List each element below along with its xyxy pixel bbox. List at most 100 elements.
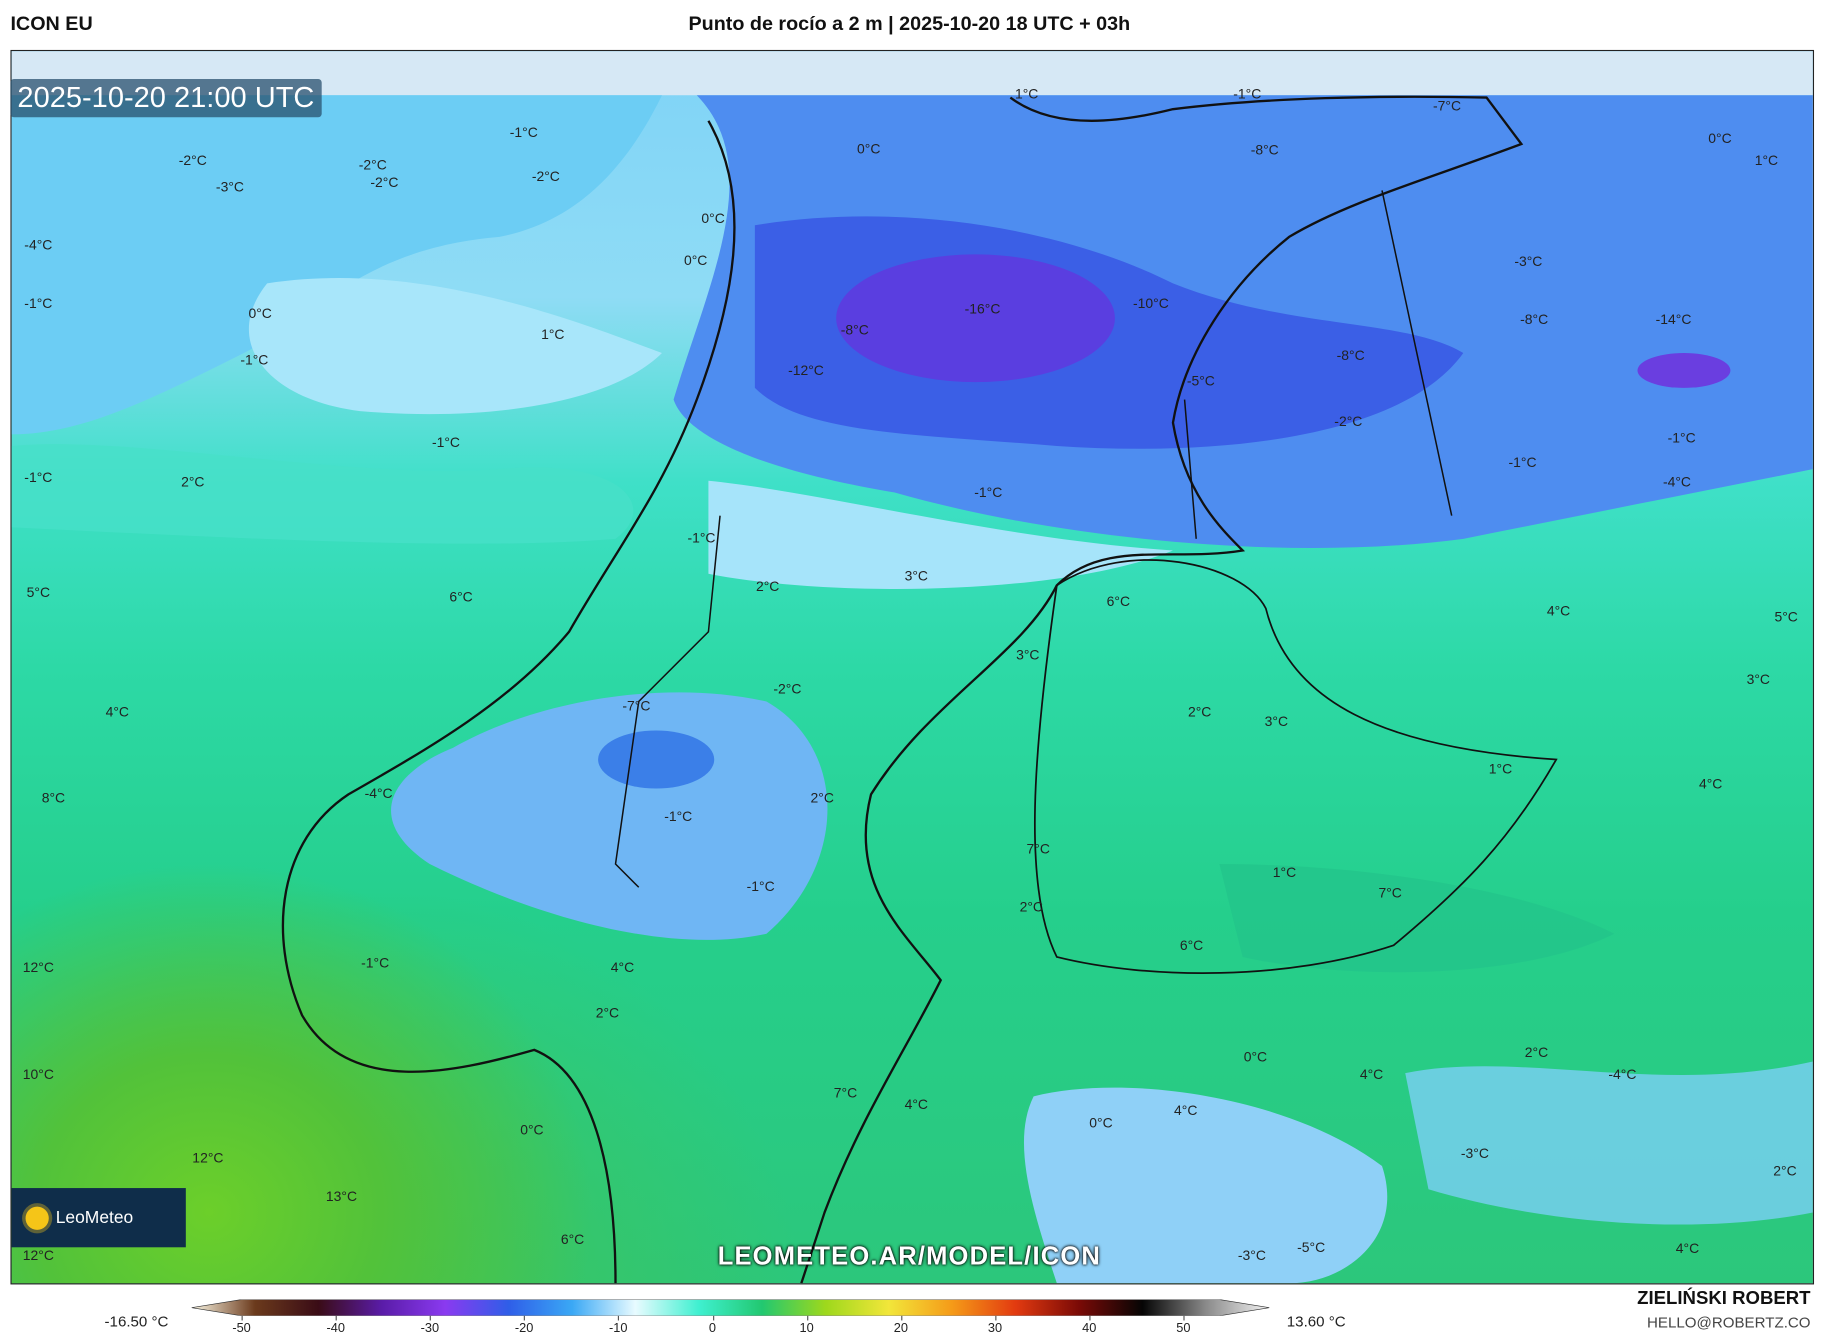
temperature-label: 0°C [1243, 1048, 1268, 1065]
cold-area-baltics [1023, 1087, 1388, 1284]
colorbar-tick-mark [429, 1315, 432, 1321]
colorbar-tick-label: 0 [708, 1321, 717, 1336]
logo-text: LeoMeteo [55, 1207, 134, 1228]
temperature-label: -7°C [622, 697, 651, 715]
temperature-label: 5°C [1774, 608, 1798, 625]
temperature-label: -1°C [746, 877, 775, 895]
temperature-label: -16°C [964, 300, 1001, 318]
colorbar-tick-label: 10 [799, 1321, 814, 1336]
temperature-label: -1°C [361, 954, 390, 971]
temperature-label: 4°C [1675, 1240, 1700, 1257]
colorbar-min-label: -16.50 °C [104, 1312, 169, 1330]
temperature-label: 3°C [1746, 671, 1770, 688]
temperature-label: -2°C [1334, 413, 1363, 430]
temperature-label: -14°C [1655, 311, 1692, 328]
temperature-label: 7°C [1378, 884, 1402, 902]
temperature-label: -1°C [664, 808, 693, 825]
colorbar-tick-label: 20 [893, 1321, 908, 1336]
temperature-label: 1°C [1272, 864, 1297, 881]
temperature-label: -4°C [1608, 1066, 1637, 1083]
colorbar-tick-label: -30 [420, 1321, 440, 1336]
temperature-label: -1°C [1233, 85, 1262, 103]
temperature-label: 10°C [22, 1066, 54, 1083]
temperature-label: 2°C [181, 473, 205, 491]
author-email[interactable]: HELLO@ROBERTZ.CO [1646, 1313, 1811, 1331]
temperature-label: 2°C [810, 789, 834, 806]
temperature-label: -4°C [1662, 473, 1692, 491]
temperature-label: -1°C [974, 484, 1003, 501]
temperature-label: 4°C [904, 1096, 929, 1113]
temperature-label: 2°C [1187, 703, 1212, 721]
temperature-label: 0°C [701, 210, 725, 227]
temperature-label: 2°C [755, 578, 780, 595]
temperature-label: 3°C [904, 567, 929, 585]
temperature-label: -8°C [1250, 141, 1279, 158]
temperature-label: -3°C [215, 178, 244, 196]
temperature-label: 2°C [595, 1004, 620, 1021]
temperature-label: 6°C [560, 1231, 585, 1248]
colorbar-tick-label: 40 [1082, 1321, 1097, 1336]
temperature-label: 0°C [683, 252, 708, 269]
temperature-label: -1°C [687, 529, 716, 546]
temperature-label: 5°C [26, 584, 51, 601]
temperature-label: 4°C [610, 959, 635, 976]
colorbar-max-label: 13.60 °C [1286, 1312, 1346, 1330]
temperature-label: -2°C [370, 174, 399, 191]
temperature-label: 6°C [1106, 593, 1131, 610]
temperature-label: -1°C [1667, 429, 1696, 446]
map-title: Punto de rocío a 2 m | 2025-10-20 18 UTC… [688, 12, 1131, 35]
cold-area-sea [11, 95, 662, 435]
temperature-label: -2°C [358, 156, 387, 174]
dew-point-map[interactable]: 1°C -1°C -7°C -8°C 0°C 1°C -1°C -2°C -2°C -2°C -3°… [10, 49, 1815, 1285]
colorbar-tick-mark [1183, 1315, 1185, 1321]
temperature-label: -1°C [1508, 454, 1537, 471]
temperature-label: 1°C [1014, 85, 1039, 103]
coldest-core [836, 254, 1115, 383]
temperature-label: -10°C [1133, 294, 1169, 312]
colorbar-tick-mark [1089, 1315, 1091, 1321]
temperature-label: 12°C [22, 1247, 54, 1264]
leometeo-logo[interactable]: LeoMeteo [11, 1188, 186, 1248]
colorbar-tick-label: -20 [514, 1321, 534, 1336]
border [614, 515, 721, 888]
temperature-label: -2°C [531, 168, 560, 185]
cold-area-mountains [391, 692, 828, 940]
colorbar-tick-mark [524, 1315, 526, 1321]
temperature-label: -5°C [1186, 372, 1215, 390]
coastline [800, 95, 1524, 1284]
temperature-label: 3°C [1264, 713, 1289, 730]
temperature-label: 7°C [833, 1084, 858, 1101]
temperature-label: 8°C [41, 789, 66, 806]
colorbar-tick-label: -40 [326, 1321, 345, 1336]
temperature-label: -7°C [1433, 97, 1462, 114]
temperature-label: 4°C [1359, 1066, 1384, 1083]
temperature-label: 4°C [105, 703, 129, 721]
valid-time-badge: 2025-10-20 21:00 UTC [10, 78, 322, 118]
colorbar-tick-mark [900, 1315, 903, 1321]
colorbar-tick-label: 50 [1176, 1321, 1191, 1336]
colorbar-tick-mark [995, 1315, 997, 1321]
temperature-label: 1°C [1754, 152, 1779, 169]
temperature-label: 4°C [1174, 1102, 1198, 1119]
colorbar-tick-mark [335, 1315, 337, 1321]
colorbar-tick-label: 30 [987, 1321, 1003, 1336]
temperature-label: -1°C [24, 294, 53, 312]
temperature-label: -4°C [364, 785, 393, 802]
temperature-label: -2°C [773, 680, 802, 697]
model-name: ICON EU [10, 12, 93, 35]
temperature-label: 7°C [1026, 840, 1050, 858]
temperature-label: 4°C [1546, 602, 1571, 619]
temperature-label: 0°C [856, 140, 881, 157]
temperature-label: 1°C [1488, 760, 1513, 777]
colorbar-tick-mark [806, 1315, 808, 1321]
temperature-label: 2°C [1524, 1044, 1549, 1061]
temperature-label: -1°C [509, 124, 538, 141]
temperature-label: 6°C [449, 588, 473, 606]
colorbar-tick-label: -10 [609, 1321, 628, 1336]
temperature-label: 6°C [1179, 937, 1204, 954]
sun-icon [25, 1206, 49, 1230]
temperature-label: -8°C [1520, 311, 1549, 328]
temperature-label: 0°C [248, 305, 272, 322]
temperature-label: 0°C [1089, 1114, 1113, 1132]
